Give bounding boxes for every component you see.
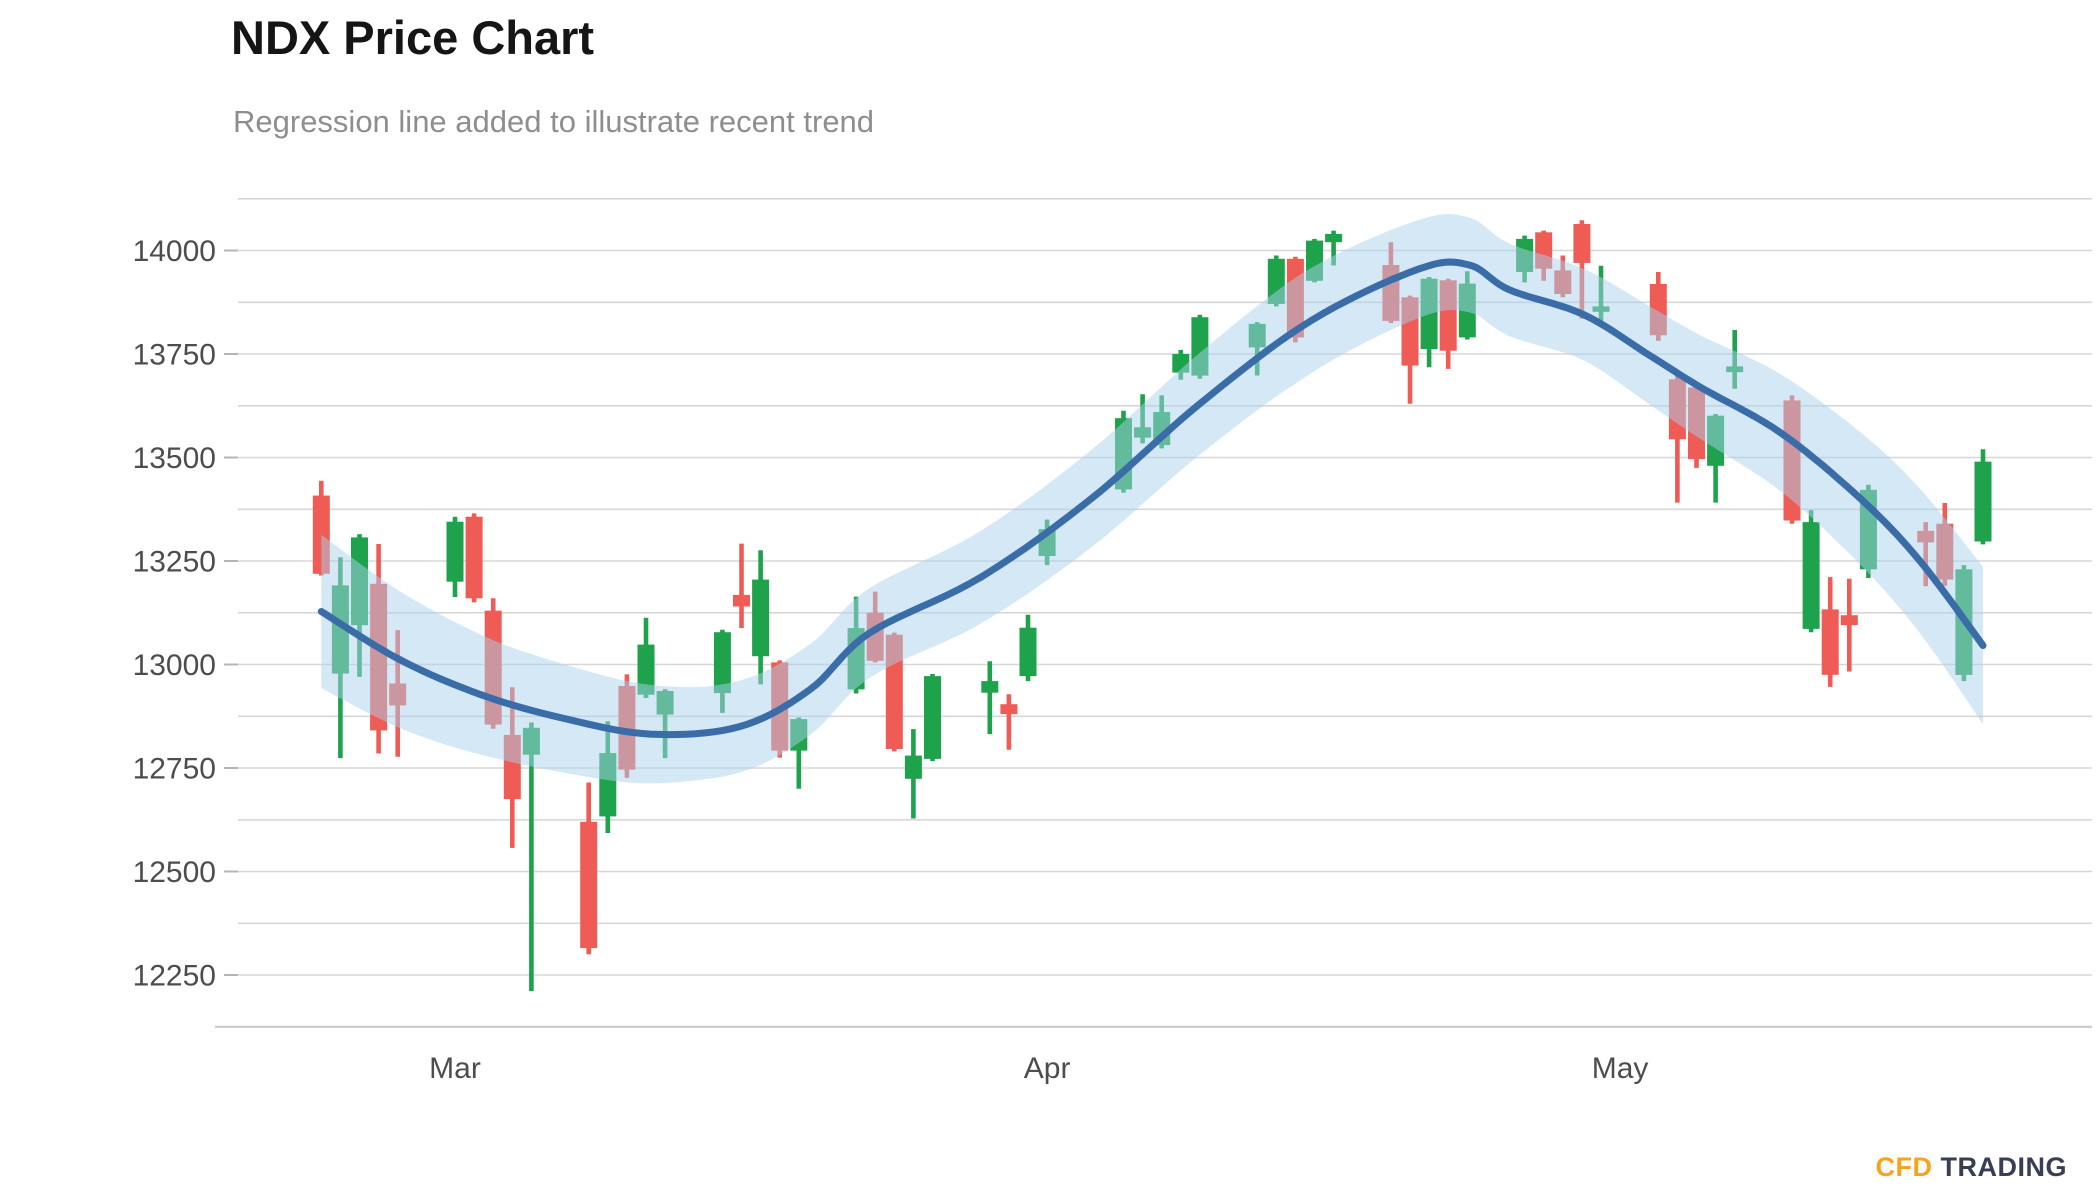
confidence-band xyxy=(321,214,1983,784)
candle-Mar-26 xyxy=(924,674,941,761)
y-axis: 12250 12500 12750 13000 13250 13500 13750 14000 xyxy=(133,235,238,993)
y-tick-label: 12500 xyxy=(133,856,216,889)
x-tick-label: Apr xyxy=(1024,1052,1071,1085)
candle-May-13 xyxy=(1840,578,1858,672)
candle-Mar-29 xyxy=(981,661,999,735)
x-axis: Mar Apr May xyxy=(429,1052,1648,1085)
x-tick-label: May xyxy=(1592,1052,1649,1085)
y-tick-label: 14000 xyxy=(133,235,216,268)
candle-May-20 xyxy=(1974,449,1992,545)
candlestick-series xyxy=(312,220,1992,992)
y-tick-label: 13750 xyxy=(133,339,216,372)
candle-May-12 xyxy=(1821,577,1839,687)
candle-Mar-31 xyxy=(1019,614,1037,682)
brand-logo-trading: TRADING xyxy=(1940,1152,2067,1182)
regression-line xyxy=(317,258,1987,739)
page-subtitle: Regression line added to illustrate rece… xyxy=(233,104,875,139)
candle-May-11 xyxy=(1802,510,1820,633)
candle-Mar-25 xyxy=(904,729,922,819)
page-title: NDX Price Chart xyxy=(231,11,595,64)
x-tick-label: Mar xyxy=(429,1052,481,1085)
y-tick-label: 13500 xyxy=(133,442,216,475)
brand-logo-cfd: CFD xyxy=(1875,1152,1933,1182)
candle-Mar-16 xyxy=(733,543,750,629)
y-tick-label: 13000 xyxy=(133,649,216,682)
y-tick-label: 12750 xyxy=(133,753,216,786)
candle-Mar-30 xyxy=(1000,694,1018,750)
brand-logo: CFD TRADING xyxy=(1875,1152,2067,1183)
candle-Mar-1 xyxy=(446,516,464,597)
candle-Mar-8 xyxy=(580,782,598,955)
candle-Mar-2 xyxy=(465,513,483,603)
y-tick-label: 12250 xyxy=(133,960,216,993)
y-tick-label: 13250 xyxy=(133,546,216,579)
candle-Mar-17 xyxy=(752,550,770,685)
